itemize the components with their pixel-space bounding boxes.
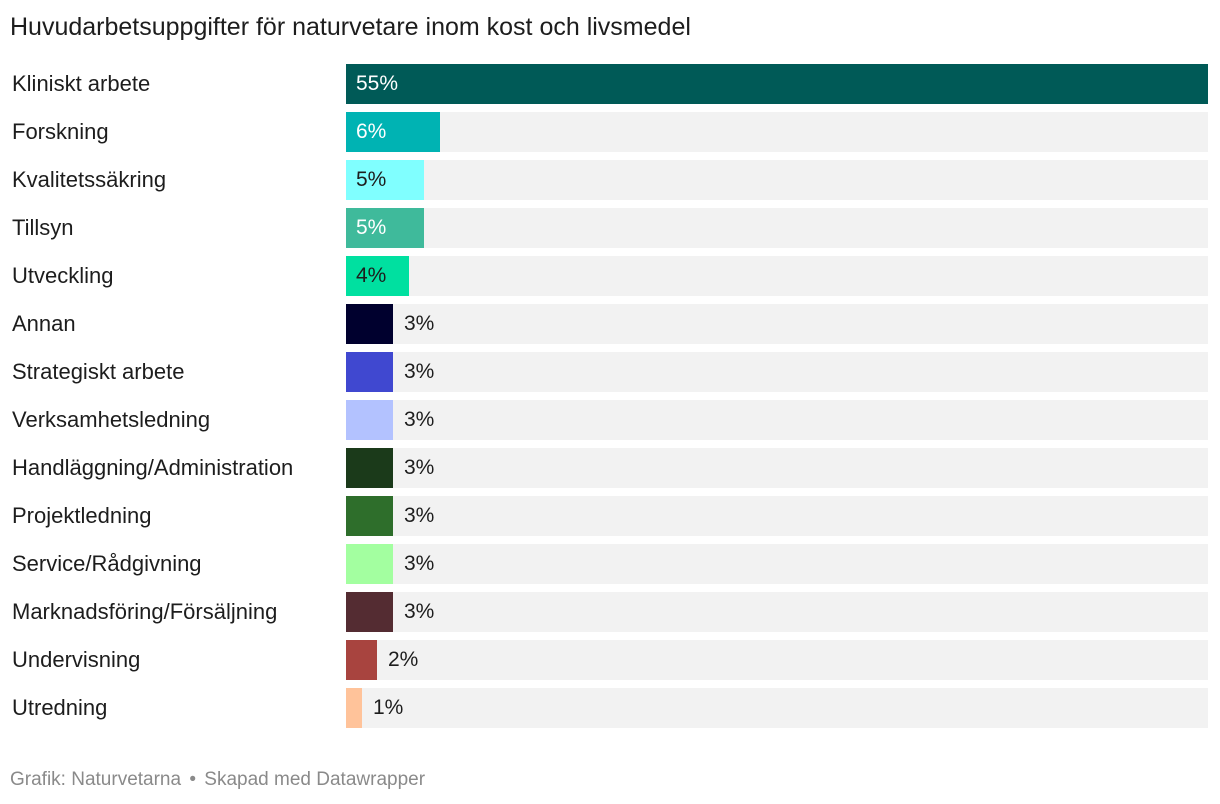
category-label: Marknadsföring/Försäljning [12, 599, 278, 624]
value-label: 3% [404, 600, 435, 623]
bar-track: 4% [346, 256, 1208, 296]
bar [346, 496, 393, 536]
category-label: Annan [12, 311, 76, 336]
bar-row: Utveckling 4% [0, 256, 1220, 296]
bar-row: Service/Rådgivning 3% [0, 544, 1220, 584]
value-label: 3% [404, 408, 435, 431]
category-label: Utveckling [12, 263, 114, 288]
value-label: 3% [404, 312, 435, 335]
bar-track: 5% [346, 208, 1208, 248]
value-label: 3% [404, 552, 435, 575]
bar-track: 3% [346, 352, 1208, 392]
category-label: Forskning [12, 119, 109, 144]
bar-row: Verksamhetsledning 3% [0, 400, 1220, 440]
bar [346, 640, 377, 680]
bar [346, 64, 1208, 104]
chart-footer: Grafik: Naturvetarna • Skapad med Datawr… [10, 766, 425, 794]
bar-row: Utredning 1% [0, 688, 1220, 728]
value-label: 3% [404, 504, 435, 527]
value-label: 5% [356, 168, 387, 191]
bar-track: 1% [346, 688, 1208, 728]
bar-row: Marknadsföring/Försäljning 3% [0, 592, 1220, 632]
category-label: Strategiskt arbete [12, 359, 185, 384]
bar-track: 5% [346, 160, 1208, 200]
bar-row: Forskning 6% [0, 112, 1220, 152]
bar [346, 592, 393, 632]
datawrapper-link[interactable]: Skapad med Datawrapper [204, 769, 426, 790]
bar-row: Annan 3% [0, 304, 1220, 344]
value-label: 2% [388, 648, 419, 671]
bar [346, 544, 393, 584]
bar [346, 352, 393, 392]
category-label: Kliniskt arbete [12, 71, 151, 96]
category-label: Service/Rådgivning [12, 551, 202, 576]
bar-row: Strategiskt arbete 3% [0, 352, 1220, 392]
bar-track: 3% [346, 400, 1208, 440]
bar-row: Undervisning 2% [0, 640, 1220, 680]
value-label: 55% [356, 72, 399, 95]
bar-row: Tillsyn 5% [0, 208, 1220, 248]
bar-track: 3% [346, 592, 1208, 632]
bar-row: Handläggning/Administration 3% [0, 448, 1220, 488]
bar [346, 688, 362, 728]
footer-separator: • [189, 769, 197, 790]
category-label: Verksamhetsledning [12, 407, 211, 432]
value-label: 5% [356, 216, 387, 239]
category-label: Undervisning [12, 647, 141, 672]
bar-track: 6% [346, 112, 1208, 152]
bar-track: 3% [346, 304, 1208, 344]
bar [346, 304, 393, 344]
bar-track: 2% [346, 640, 1208, 680]
bar [346, 160, 424, 200]
category-label: Utredning [12, 695, 108, 720]
source-credit: Grafik: Naturvetarna [10, 769, 182, 790]
bar-row: Kvalitetssäkring 5% [0, 160, 1220, 200]
category-label: Tillsyn [12, 215, 74, 240]
value-label: 3% [404, 360, 435, 383]
chart-title: Huvudarbetsuppgifter för naturvetare ino… [10, 13, 691, 41]
bar [346, 208, 424, 248]
value-label: 1% [373, 696, 404, 719]
value-label: 6% [356, 120, 387, 143]
bar [346, 400, 393, 440]
bar-row: Projektledning 3% [0, 496, 1220, 536]
category-label: Kvalitetssäkring [12, 167, 167, 192]
bar [346, 112, 440, 152]
bar-row: Kliniskt arbete 55% [0, 64, 1220, 104]
value-label: 3% [404, 456, 435, 479]
bar-track: 55% [346, 64, 1208, 104]
bar-track: 3% [346, 448, 1208, 488]
category-label: Projektledning [12, 503, 152, 528]
bar [346, 448, 393, 488]
category-label: Handläggning/Administration [12, 455, 294, 480]
value-label: 4% [356, 264, 387, 287]
bar [346, 256, 409, 296]
bar-track: 3% [346, 544, 1208, 584]
bar-track: 3% [346, 496, 1208, 536]
